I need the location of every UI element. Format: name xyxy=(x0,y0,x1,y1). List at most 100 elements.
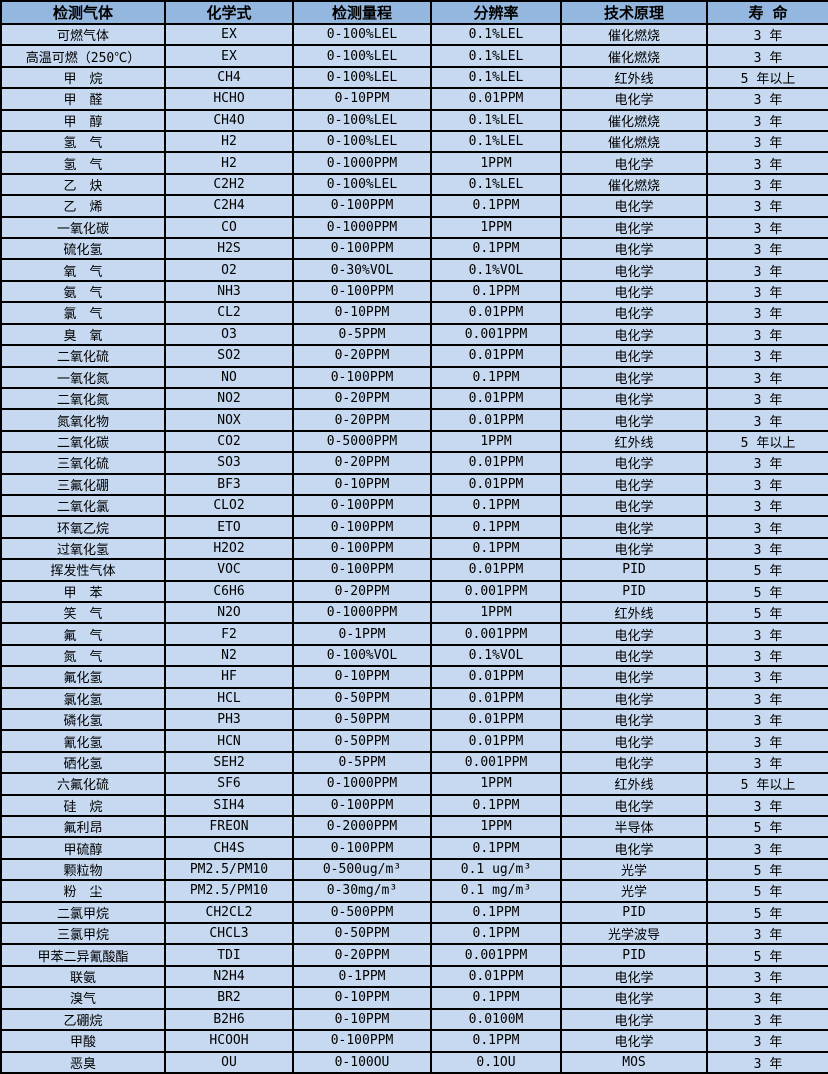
cell-lifespan: 3 年 xyxy=(706,130,828,154)
cell-lifespan: 5 年 xyxy=(706,815,828,839)
cell-resolution: 1PPM xyxy=(430,815,562,839)
cell-gas: 氢 气 xyxy=(0,130,166,154)
table-row: 甲 醇 CH4O 0-100%LEL 0.1%LEL 催化燃烧 3 年 xyxy=(0,108,828,133)
cell-lifespan: 3 年 xyxy=(706,515,828,539)
cell-lifespan: 3 年 xyxy=(706,707,828,732)
cell-principle: 催化燃烧 xyxy=(560,22,708,47)
cell-principle: 电化学 xyxy=(560,279,708,304)
table-row: 六氟化硫 SF6 0-1000PPM 1PPM 红外线 5 年以上 xyxy=(0,772,828,796)
table-row: 一氧化碳 CO 0-1000PPM 1PPM 电化学 3 年 xyxy=(0,215,828,240)
table-row: 氟利昂 FREON 0-2000PPM 1PPM 半导体 5 年 xyxy=(0,815,828,839)
table-row: 氯化氢 HCL 0-50PPM 0.01PPM 电化学 3 年 xyxy=(0,686,828,711)
cell-gas: 甲 苯 xyxy=(0,579,166,603)
cell-range: 0-100PPM xyxy=(292,365,432,389)
cell-formula: EX xyxy=(164,44,294,68)
table-row: 氰化氢 HCN 0-50PPM 0.01PPM 电化学 3 年 xyxy=(0,729,828,753)
cell-resolution: 1PPM xyxy=(430,772,562,796)
cell-lifespan: 3 年 xyxy=(706,922,828,946)
column-header-lifespan: 寿 命 xyxy=(706,0,828,25)
cell-gas: 挥发性气体 xyxy=(0,558,166,582)
cell-resolution: 0.01PPM xyxy=(430,558,562,582)
cell-gas: 乙硼烷 xyxy=(0,1007,166,1032)
cell-gas: 氯化氢 xyxy=(0,686,166,711)
table-row: 甲酸 HCOOH 0-100PPM 0.1PPM 电化学 3 年 xyxy=(0,1029,828,1053)
cell-principle: 电化学 xyxy=(560,301,708,325)
table-row: 氢 气 H2 0-100%LEL 0.1%LEL 催化燃烧 3 年 xyxy=(0,130,828,154)
cell-range: 0-50PPM xyxy=(292,686,432,711)
cell-gas: 一氧化氮 xyxy=(0,365,166,389)
cell-range: 0-10PPM xyxy=(292,1007,432,1032)
cell-principle: 电化学 xyxy=(560,665,708,689)
table-row: 可燃气体 EX 0-100%LEL 0.1%LEL 催化燃烧 3 年 xyxy=(0,22,828,47)
cell-principle: 电化学 xyxy=(560,793,708,818)
cell-gas: 笑 气 xyxy=(0,600,166,625)
cell-resolution: 0.01PPM xyxy=(430,707,562,732)
cell-formula: HCHO xyxy=(164,87,294,111)
cell-lifespan: 5 年以上 xyxy=(706,772,828,796)
table-row: 氨 气 NH3 0-100PPM 0.1PPM 电化学 3 年 xyxy=(0,279,828,304)
table-row: 硅 烷 SIH4 0-100PPM 0.1PPM 电化学 3 年 xyxy=(0,793,828,818)
cell-formula: SF6 xyxy=(164,772,294,796)
cell-principle: 电化学 xyxy=(560,643,708,668)
cell-formula: NH3 xyxy=(164,279,294,304)
cell-range: 0-20PPM xyxy=(292,579,432,603)
column-header-formula: 化学式 xyxy=(164,0,294,25)
cell-gas: 高温可燃（250℃） xyxy=(0,44,166,68)
table-row: 二氧化硫 SO2 0-20PPM 0.01PPM 电化学 3 年 xyxy=(0,344,828,368)
cell-gas: 甲 烷 xyxy=(0,65,166,90)
cell-range: 0-100PPM xyxy=(292,558,432,582)
cell-range: 0-1PPM xyxy=(292,964,432,989)
cell-resolution: 0.01PPM xyxy=(430,665,562,689)
cell-formula: FREON xyxy=(164,815,294,839)
cell-range: 0-20PPM xyxy=(292,386,432,411)
cell-lifespan: 5 年 xyxy=(706,857,828,882)
cell-principle: 电化学 xyxy=(560,87,708,111)
table-header: 检测气体 化学式 检测量程 分辨率 技术原理寿 命 xyxy=(0,0,828,25)
table-row: 氯 气 CL2 0-10PPM 0.01PPM 电化学 3 年 xyxy=(0,301,828,325)
cell-gas: 磷化氢 xyxy=(0,707,166,732)
cell-principle: 电化学 xyxy=(560,258,708,282)
cell-gas: 溴气 xyxy=(0,986,166,1010)
cell-formula: C2H2 xyxy=(164,172,294,197)
cell-range: 0-100PPM xyxy=(292,279,432,304)
cell-principle: 电化学 xyxy=(560,729,708,753)
cell-lifespan: 3 年 xyxy=(706,215,828,240)
cell-lifespan: 5 年 xyxy=(706,579,828,603)
cell-formula: HCN xyxy=(164,729,294,753)
cell-formula: PM2.5/PM10 xyxy=(164,857,294,882)
cell-formula: SO3 xyxy=(164,451,294,475)
cell-gas: 乙 炔 xyxy=(0,172,166,197)
cell-principle: 半导体 xyxy=(560,815,708,839)
table-row: 笑 气 N2O 0-1000PPM 1PPM 红外线 5 年 xyxy=(0,600,828,625)
table-row: 氮 气 N2 0-100%VOL 0.1%VOL 电化学 3 年 xyxy=(0,643,828,668)
table-row: 三氯甲烷 CHCL3 0-50PPM 0.1PPM 光学波导 3 年 xyxy=(0,922,828,946)
cell-principle: 电化学 xyxy=(560,836,708,860)
cell-lifespan: 3 年 xyxy=(706,472,828,496)
cell-resolution: 0.1%LEL xyxy=(430,172,562,197)
cell-lifespan: 3 年 xyxy=(706,665,828,689)
cell-gas: 臭 氧 xyxy=(0,322,166,347)
cell-principle: 催化燃烧 xyxy=(560,172,708,197)
cell-formula: O2 xyxy=(164,258,294,282)
cell-formula: H2S xyxy=(164,237,294,261)
cell-resolution: 0.1PPM xyxy=(430,1029,562,1053)
cell-range: 0-100%LEL xyxy=(292,65,432,90)
cell-gas: 三氧化硫 xyxy=(0,451,166,475)
cell-gas: 二氧化碳 xyxy=(0,429,166,454)
cell-lifespan: 3 年 xyxy=(706,194,828,218)
column-header-range: 检测量程 xyxy=(292,0,432,25)
table-row: 氢 气 H2 0-1000PPM 1PPM 电化学 3 年 xyxy=(0,151,828,175)
cell-principle: 电化学 xyxy=(560,686,708,711)
cell-formula: CO xyxy=(164,215,294,240)
cell-principle: PID xyxy=(560,558,708,582)
cell-gas: 三氟化硼 xyxy=(0,472,166,496)
cell-lifespan: 3 年 xyxy=(706,493,828,518)
cell-gas: 氢 气 xyxy=(0,151,166,175)
cell-range: 0-1000PPM xyxy=(292,600,432,625)
cell-gas: 氮氧化物 xyxy=(0,408,166,432)
cell-principle: 电化学 xyxy=(560,1029,708,1053)
table-row: 过氧化氢 H2O2 0-100PPM 0.1PPM 电化学 3 年 xyxy=(0,536,828,561)
cell-formula: C6H6 xyxy=(164,579,294,603)
cell-formula: NOX xyxy=(164,408,294,432)
column-header-resolution: 分辨率 xyxy=(430,0,562,25)
